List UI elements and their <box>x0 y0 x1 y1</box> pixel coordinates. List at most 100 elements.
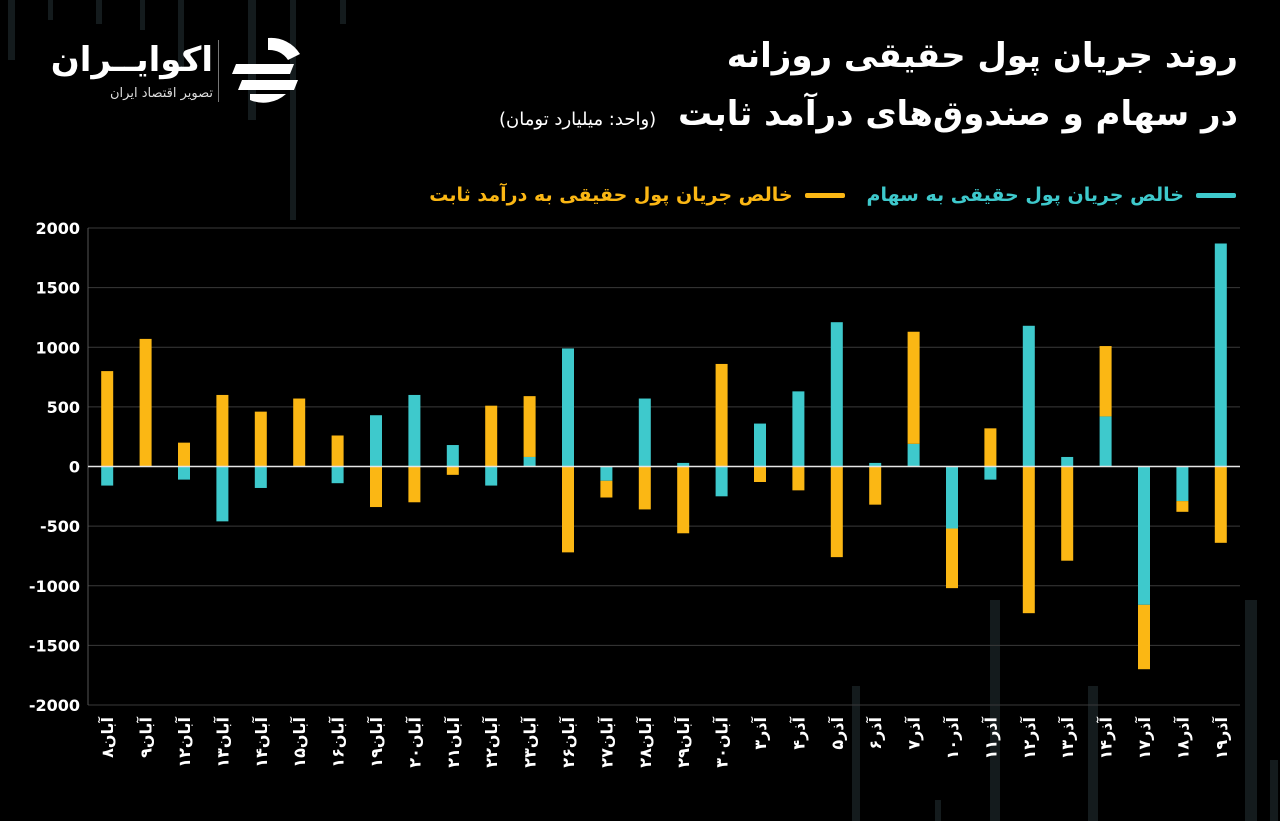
bar-fixed-income <box>562 466 574 553</box>
brand-logo-icon <box>232 37 300 103</box>
bar-fixed-income <box>216 394 229 467</box>
bar-fixed-income <box>754 466 766 483</box>
bar-stocks <box>984 466 997 480</box>
bar-fixed-income <box>139 338 152 467</box>
bar-stocks <box>216 466 229 522</box>
legend-item-fixed-income: خالص جریان پول حقیقی به درآمد ثابت <box>429 184 845 206</box>
y-tick-label: 1500 <box>35 279 80 298</box>
y-tick-label: -500 <box>40 517 80 536</box>
bar-stocks <box>523 456 536 467</box>
x-tick-label: آبان۱۲ <box>174 716 194 767</box>
y-tick-label: -1500 <box>29 636 80 655</box>
bar-stocks <box>370 415 382 467</box>
y-tick-label: 2000 <box>35 219 80 238</box>
bar-fixed-income <box>446 466 459 475</box>
x-tick-label: آذر۴ <box>788 716 808 749</box>
x-tick-label: آبان۲۲ <box>481 716 501 767</box>
bar-fixed-income <box>638 466 651 510</box>
bar-fixed-income <box>600 480 613 498</box>
x-tick-label: آذر۱۷ <box>1134 716 1154 759</box>
bar-fixed-income <box>907 331 920 444</box>
bar-stocks <box>1061 456 1074 467</box>
bar-stocks <box>331 466 344 484</box>
bar-fixed-income <box>523 396 536 457</box>
x-tick-label: آذر۳ <box>750 716 770 749</box>
y-tick-label: 0 <box>69 458 80 477</box>
x-tick-label: آبان۲۳ <box>520 716 540 767</box>
bar-fixed-income <box>1099 346 1112 417</box>
legend-swatch-fixed-income <box>804 192 845 198</box>
bar-fixed-income <box>485 405 498 467</box>
bar-stocks <box>254 466 267 488</box>
bar-stocks <box>677 462 690 467</box>
legend-label-fixed-income: خالص جریان پول حقیقی به درآمد ثابت <box>429 184 793 206</box>
bar-fixed-income <box>946 528 958 589</box>
x-tick-label: آبان۱۴ <box>251 716 271 767</box>
x-tick-label: آبان۹ <box>136 716 156 757</box>
bar-fixed-income <box>677 466 690 534</box>
bar-stocks <box>638 398 651 467</box>
bar-stocks <box>1138 466 1150 605</box>
bar-fixed-income <box>869 466 882 505</box>
x-tick-label: آذر۱۳ <box>1057 716 1077 759</box>
legend-label-stocks: خالص جریان پول حقیقی به سهام <box>866 184 1184 206</box>
bar-stocks <box>1214 243 1227 467</box>
bar-fixed-income <box>370 466 382 508</box>
bar-fixed-income <box>715 363 728 467</box>
bar-fixed-income <box>408 466 421 503</box>
bar-stocks <box>715 466 728 497</box>
x-tick-label: آذر۱۱ <box>980 716 1000 759</box>
x-tick-label: آذر۶ <box>865 716 885 749</box>
bar-stocks <box>1099 416 1112 467</box>
x-tick-label: آبان۲۸ <box>635 716 655 767</box>
bar-fixed-income <box>1214 466 1227 543</box>
x-tick-label: آبان۱۳ <box>212 716 232 767</box>
bar-fixed-income <box>1061 466 1074 561</box>
bar-stocks <box>1022 325 1035 467</box>
bar-fixed-income <box>830 466 843 558</box>
x-tick-label: آذر۵ <box>827 716 847 749</box>
x-tick-label: آبان۲۷ <box>596 716 616 767</box>
bar-fixed-income <box>293 398 306 467</box>
y-tick-label: -1000 <box>29 577 80 596</box>
bar-fixed-income <box>984 428 997 467</box>
x-tick-label: آبان۲۱ <box>443 716 463 767</box>
legend: خالص جریان پول حقیقی به سهام خالص جریان … <box>407 184 1236 206</box>
bar-stocks <box>907 443 920 467</box>
y-tick-label: 500 <box>47 398 80 417</box>
bar-fixed-income <box>1022 466 1035 614</box>
bar-fixed-income <box>792 466 805 491</box>
x-tick-label: آبان۱۶ <box>328 716 348 767</box>
bar-stocks <box>1176 466 1189 502</box>
x-tick-label: آبان۲۹ <box>673 716 693 767</box>
brand-tagline: تصویر اقتصاد ایران <box>110 86 213 101</box>
bar-stocks <box>792 391 805 467</box>
bar-stocks <box>830 322 843 467</box>
legend-item-stocks: خالص جریان پول حقیقی به سهام <box>867 184 1236 206</box>
y-tick-label: -2000 <box>29 696 80 715</box>
bar-stocks <box>178 466 190 480</box>
brand-name: اکوایــران <box>50 40 213 80</box>
x-tick-label: آبان۱۹ <box>366 716 386 767</box>
x-tick-label: آذر۱۴ <box>1096 716 1116 759</box>
chart-title-line1: روند جریان پول حقیقی روزانه <box>726 36 1238 76</box>
bar-stocks <box>562 348 574 467</box>
bar-stocks <box>408 394 421 467</box>
x-tick-label: آبان۳۰ <box>712 716 732 767</box>
bar-stocks <box>754 423 766 467</box>
x-tick-label: آذر۱۸ <box>1172 716 1192 759</box>
bar-fixed-income <box>101 371 114 467</box>
x-tick-label: آذر۱۹ <box>1211 716 1231 759</box>
bar-fixed-income <box>1138 604 1150 670</box>
bar-fixed-income <box>1176 501 1189 512</box>
x-tick-label: آذر۱۰ <box>942 716 962 759</box>
x-tick-label: آذر۱۲ <box>1019 716 1039 759</box>
x-tick-label: آبان۲۰ <box>404 716 424 767</box>
x-tick-label: آبان۸ <box>97 716 117 757</box>
bar-stocks <box>101 466 114 486</box>
y-tick-label: 1000 <box>35 338 80 357</box>
bar-stocks <box>446 445 459 467</box>
bar-fixed-income <box>178 442 190 467</box>
